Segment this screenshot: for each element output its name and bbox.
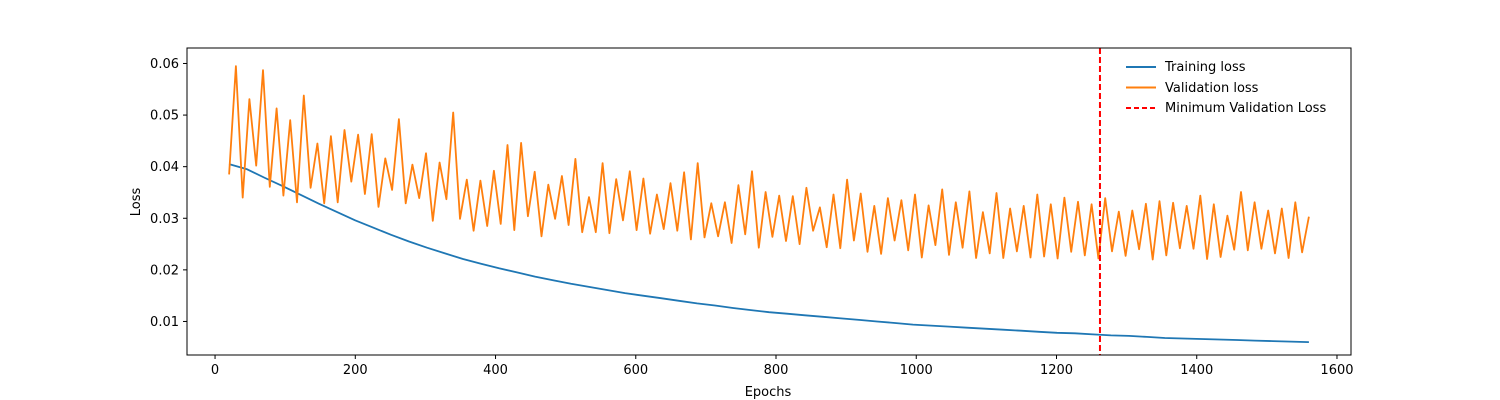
x-tick-label: 1400 bbox=[1180, 363, 1213, 378]
x-tick-label: 1600 bbox=[1320, 363, 1353, 378]
x-tick-label: 200 bbox=[343, 363, 368, 378]
y-tick-label: 0.06 bbox=[150, 57, 179, 72]
y-axis-label: Loss bbox=[129, 188, 144, 217]
legend-label-min-validation: Minimum Validation Loss bbox=[1165, 101, 1326, 116]
series-line-validation-loss bbox=[228, 65, 1310, 261]
y-tick-label: 0.02 bbox=[150, 263, 179, 278]
x-tick-label: 0 bbox=[211, 363, 219, 378]
x-axis-label: Epochs bbox=[745, 385, 792, 400]
y-tick-label: 0.03 bbox=[150, 212, 179, 227]
x-tick-label: 1000 bbox=[900, 363, 933, 378]
y-tick-label: 0.04 bbox=[150, 160, 179, 175]
x-tick-label: 800 bbox=[764, 363, 789, 378]
x-tick-label: 600 bbox=[623, 363, 648, 378]
axes-frame bbox=[186, 47, 1352, 356]
legend-label-training: Training loss bbox=[1164, 60, 1246, 75]
axes: 0 200 400 600 800 1000 1200 1400 1600 0.01 0.02 0.0… bbox=[150, 47, 1354, 378]
plot-area bbox=[228, 48, 1310, 355]
y-tick-label: 0.05 bbox=[150, 109, 179, 124]
x-tick-label: 400 bbox=[483, 363, 508, 378]
x-tick-label: 1200 bbox=[1040, 363, 1073, 378]
series-line-training-loss bbox=[228, 163, 1309, 343]
y-tick-label: 0.01 bbox=[150, 315, 179, 330]
legend: Training loss Validation loss Minimum Va… bbox=[1118, 54, 1344, 120]
legend-label-validation: Validation loss bbox=[1165, 81, 1259, 96]
